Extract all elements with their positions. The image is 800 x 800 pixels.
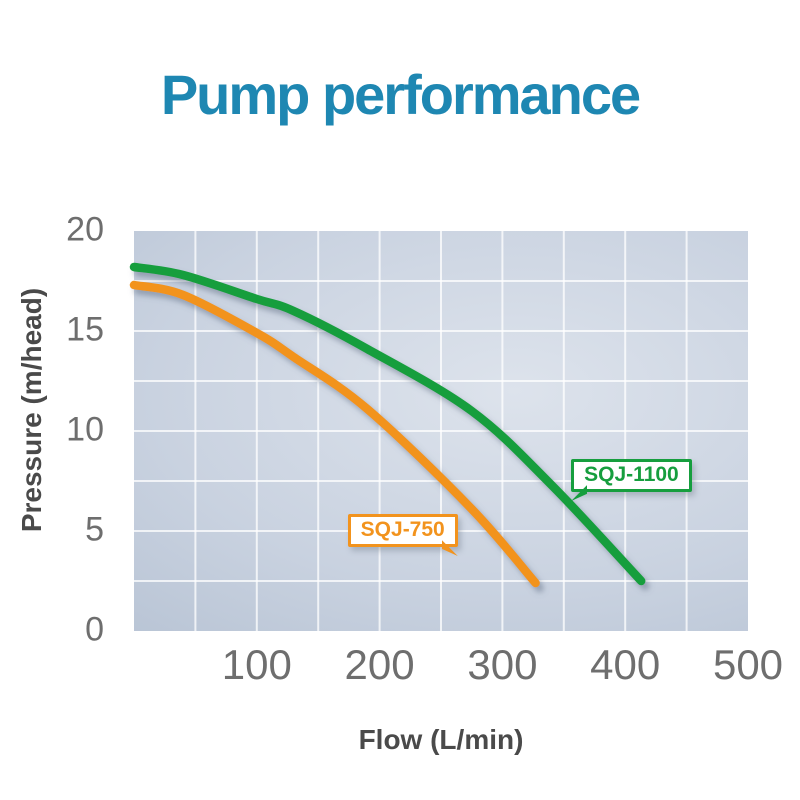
y-tick-10: 10 bbox=[66, 410, 104, 449]
y-tick-20: 20 bbox=[66, 210, 104, 249]
y-tick-15: 15 bbox=[66, 310, 104, 349]
y-tick-5: 5 bbox=[85, 510, 104, 549]
x-axis-label: Flow (L/min) bbox=[358, 724, 524, 755]
curve-sqj-750 bbox=[129, 280, 540, 588]
x-tick-200: 200 bbox=[344, 641, 415, 688]
callout-sqj-750: SQJ-750 bbox=[347, 514, 458, 556]
x-tick-500: 500 bbox=[712, 641, 784, 688]
chart-title: Pump performance bbox=[160, 63, 641, 126]
plot-area: SQJ-1100 SQJ-750 bbox=[129, 231, 748, 631]
x-axis-ticks: 100 200 300 400 500 bbox=[134, 641, 783, 688]
x-tick-400: 400 bbox=[590, 641, 661, 688]
curve-sqj-1100 bbox=[129, 262, 646, 586]
callout-label: SQJ-750 bbox=[360, 518, 445, 541]
callout-label: SQJ-1100 bbox=[584, 463, 679, 486]
plot-canvas bbox=[129, 231, 748, 631]
x-tick-100: 100 bbox=[221, 641, 292, 688]
y-tick-0: 0 bbox=[85, 610, 104, 649]
callout-sqj-1100: SQJ-1100 bbox=[571, 459, 692, 501]
series-curves bbox=[129, 262, 646, 588]
x-tick-300: 300 bbox=[467, 641, 538, 688]
y-axis-ticks: 0 5 10 15 20 bbox=[0, 211, 104, 649]
